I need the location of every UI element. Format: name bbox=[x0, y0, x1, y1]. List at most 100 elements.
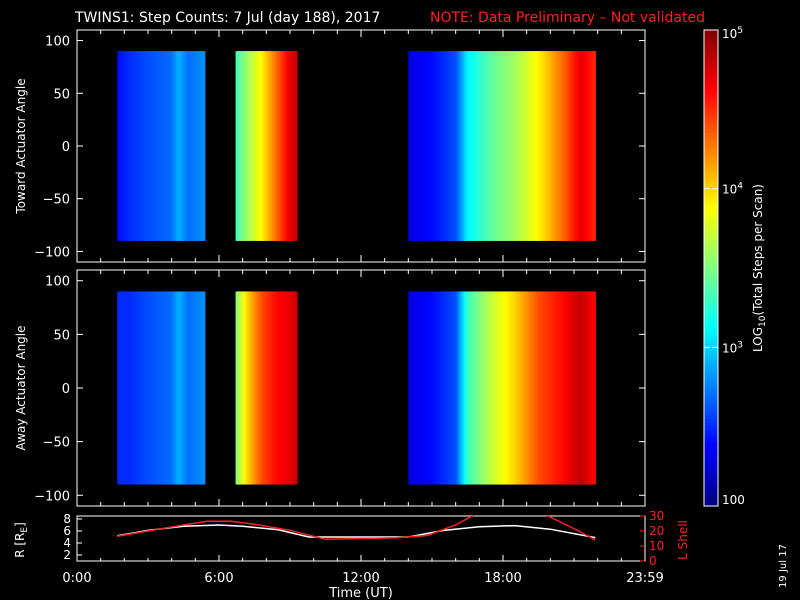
colorbar-segment bbox=[704, 410, 718, 416]
heatmap-column bbox=[410, 51, 413, 241]
colorbar-segment bbox=[704, 152, 718, 158]
heatmap-column bbox=[576, 291, 580, 485]
heatmap-column bbox=[457, 51, 460, 241]
heatmap-column bbox=[463, 291, 467, 485]
heatmap-column bbox=[125, 51, 128, 241]
heatmap-column bbox=[189, 51, 192, 241]
orbit-lines bbox=[117, 516, 596, 541]
heatmap-column bbox=[274, 291, 278, 485]
colorbar-segment bbox=[704, 145, 718, 150]
colorbar-segment bbox=[704, 367, 718, 372]
heatmap-column bbox=[413, 291, 416, 485]
heatmap-column bbox=[554, 291, 558, 485]
colorbar-segment bbox=[704, 494, 718, 499]
colorbar-segment bbox=[704, 315, 718, 321]
l-shell-line bbox=[117, 516, 596, 541]
colorbar-segment bbox=[704, 283, 718, 289]
colorbar-segment bbox=[704, 89, 718, 95]
heatmap-column bbox=[504, 291, 507, 485]
heatmap-column bbox=[235, 51, 238, 241]
away-y-axis-label: Away Actuator Angle bbox=[14, 325, 28, 450]
colorbar-segment bbox=[704, 426, 718, 432]
heatmap-column bbox=[252, 51, 255, 241]
heatmap-column bbox=[191, 51, 194, 241]
heatmap-column bbox=[199, 291, 203, 485]
heatmap-column bbox=[495, 51, 499, 241]
heatmap-column bbox=[477, 291, 480, 485]
heatmap-column bbox=[123, 291, 127, 485]
heatmap-column bbox=[271, 51, 274, 241]
x-tick-label: 18:00 bbox=[484, 571, 521, 586]
colorbar-segment bbox=[704, 299, 718, 305]
colorbar-segment bbox=[704, 339, 718, 344]
heatmap-column bbox=[442, 51, 445, 241]
heatmap-column bbox=[448, 51, 452, 241]
heatmap-column bbox=[144, 51, 147, 241]
heatmap-column bbox=[536, 291, 539, 485]
heatmap-column bbox=[198, 51, 201, 241]
heatmap-column bbox=[410, 291, 413, 485]
heatmap-column bbox=[543, 291, 546, 485]
colorbar-segment bbox=[704, 117, 718, 122]
heatmap-column bbox=[179, 51, 182, 241]
heatmap-column bbox=[191, 291, 194, 485]
right-y-tick-label: 30 bbox=[649, 509, 664, 523]
orbit-left-label-main: R [R bbox=[13, 533, 27, 558]
heatmap-column bbox=[139, 291, 142, 485]
colorbar-segment bbox=[704, 331, 718, 337]
colorbar-segment bbox=[704, 311, 718, 317]
colorbar-segment bbox=[704, 256, 718, 261]
left-y-tick-label: 4 bbox=[63, 536, 71, 550]
heatmap-column bbox=[278, 291, 281, 485]
heatmap-column bbox=[566, 51, 569, 241]
heatmap-column bbox=[172, 51, 176, 241]
colorbar-segment bbox=[704, 430, 718, 436]
colorbar-segment bbox=[704, 228, 718, 233]
heatmap-column bbox=[278, 51, 281, 241]
heatmap-column bbox=[502, 51, 505, 241]
heatmap-column bbox=[418, 51, 421, 241]
colorbar-segment bbox=[704, 220, 718, 225]
colorbar-segment bbox=[704, 502, 718, 507]
heatmap-column bbox=[573, 291, 576, 485]
heatmap-column bbox=[273, 291, 276, 485]
colorbar-segment bbox=[704, 379, 718, 384]
heatmap-column bbox=[531, 291, 534, 485]
colorbar-segment bbox=[704, 188, 718, 194]
heatmap-column bbox=[521, 291, 524, 485]
colorbar-segment bbox=[704, 244, 718, 249]
colorbar-segment bbox=[704, 216, 718, 221]
heatmap-column bbox=[428, 291, 431, 485]
heatmap-column bbox=[588, 51, 591, 241]
heatmap-column bbox=[147, 51, 150, 241]
colorbar-label-rest: (Total Steps per Scan) bbox=[751, 184, 765, 316]
heatmap-column bbox=[262, 51, 266, 241]
x-tick-label: 6:00 bbox=[204, 571, 233, 586]
y-tick-label: 0 bbox=[62, 140, 70, 155]
heatmap-column bbox=[276, 291, 279, 485]
colorbar-segment bbox=[704, 184, 718, 190]
heatmap-column bbox=[472, 291, 475, 485]
colorbar-segment bbox=[704, 176, 718, 182]
heatmap-column bbox=[254, 51, 257, 241]
heatmap-column bbox=[500, 291, 504, 485]
heatmap-column bbox=[117, 51, 120, 241]
colorbar-segment bbox=[704, 387, 718, 392]
heatmap-column bbox=[174, 291, 177, 485]
colorbar-segment bbox=[704, 466, 718, 471]
generation-date: 19 Jul 17 bbox=[778, 544, 789, 588]
heatmap-column bbox=[254, 291, 257, 485]
heatmap-column bbox=[519, 291, 522, 485]
heatmap-column bbox=[187, 51, 191, 241]
heatmap-column bbox=[291, 51, 295, 241]
heatmap-column bbox=[283, 51, 286, 241]
heatmap-column bbox=[467, 51, 470, 241]
heatmap-column bbox=[453, 51, 457, 241]
heatmap-column bbox=[132, 51, 135, 241]
heatmap-column bbox=[152, 291, 155, 485]
heatmap-column bbox=[549, 291, 553, 485]
heatmap-column bbox=[489, 51, 492, 241]
heatmap-column bbox=[162, 51, 165, 241]
heatmap-column bbox=[485, 51, 489, 241]
heatmap-column bbox=[144, 291, 147, 485]
